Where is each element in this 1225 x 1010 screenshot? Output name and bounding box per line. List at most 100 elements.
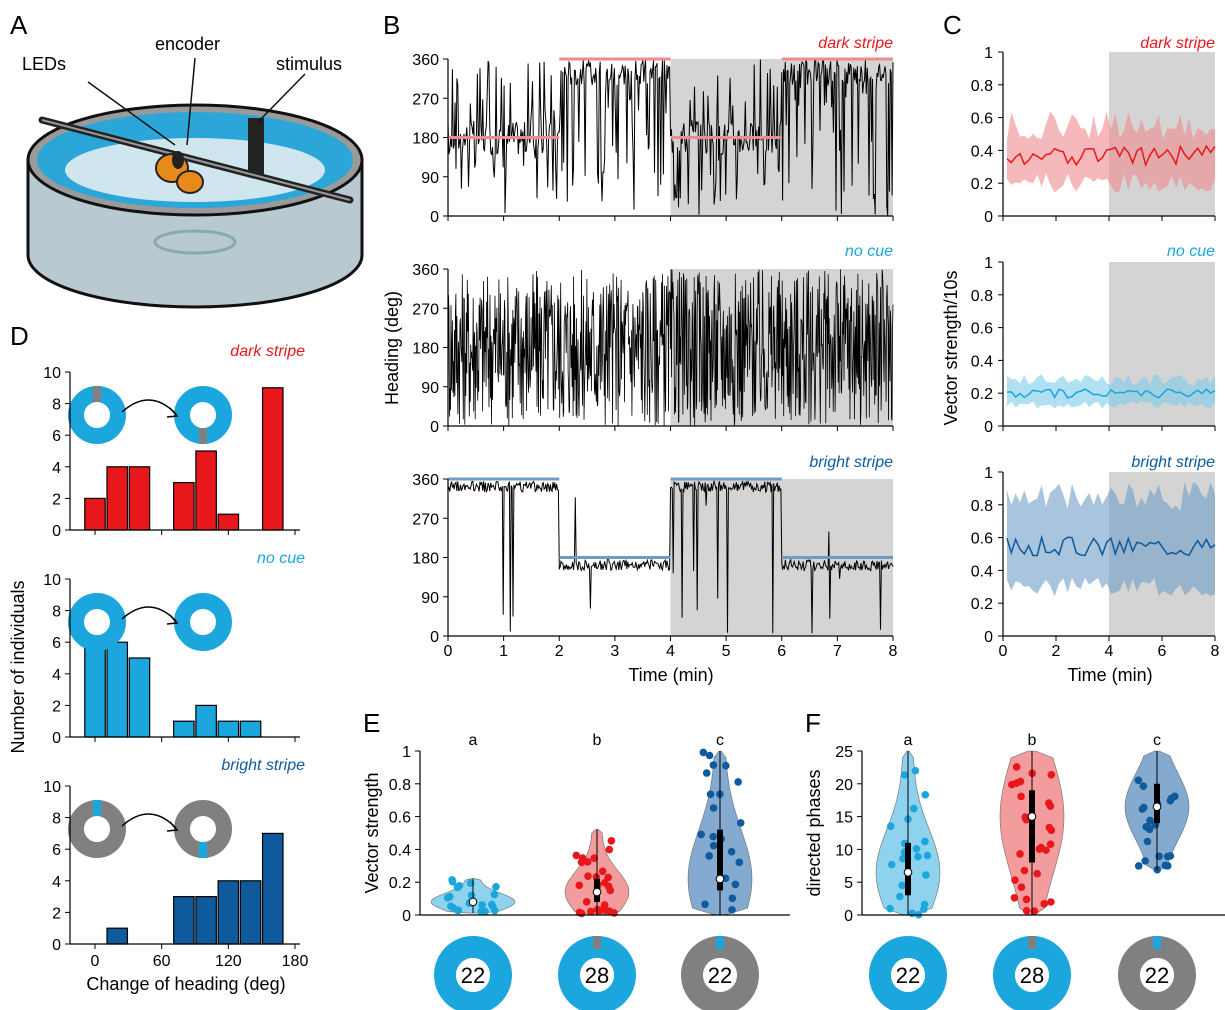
x-tick-label: 2 (555, 643, 564, 660)
histogram-bar (173, 895, 195, 945)
ring-center (1015, 958, 1049, 992)
y-tick-label: 0.4 (389, 842, 411, 859)
data-point (908, 909, 916, 918)
data-point (923, 851, 932, 860)
stripe-marker-icon (199, 428, 207, 444)
mean-line (1006, 534, 1216, 557)
y-tick-label: 8 (52, 811, 61, 828)
data-point (582, 898, 591, 906)
stripe-marker-icon (1153, 936, 1161, 949)
x-tick-label: 60 (153, 953, 171, 970)
data-point (1134, 862, 1143, 870)
y-tick-label: 0 (984, 419, 993, 436)
sample-size: 22 (896, 963, 920, 988)
histogram-bar (239, 880, 262, 945)
y-tick-label: 4 (52, 874, 61, 891)
y-tick-label: 0 (844, 908, 853, 925)
data-point (886, 904, 894, 913)
histogram-bar (195, 704, 217, 738)
y-tick-label: 1 (984, 255, 993, 272)
y-tick-label: 1 (984, 45, 993, 62)
x-tick-label: 0 (444, 643, 453, 660)
y-tick-label: 0.2 (971, 176, 993, 193)
data-point (1143, 837, 1152, 846)
b-ylabel: Heading (deg) (382, 291, 402, 405)
d-xlabel: Change of heading (deg) (86, 974, 285, 994)
y-tick-label: 5 (844, 875, 853, 892)
data-point (921, 837, 929, 846)
data-point (1046, 802, 1055, 810)
data-point (1134, 776, 1143, 785)
data-point (1012, 779, 1021, 788)
panel-f-violin: a 22 b 28 c 22 0 5 10 15 20 25 (835, 732, 1225, 1010)
data-point (914, 852, 922, 861)
panel-c-vector-strength: 0 0.2 0.4 0.6 0.8 1 0 0.2 0.4 0.6 0.8 1 0 0.2 0.4 0.6 0.… (971, 45, 1220, 660)
data-point (572, 851, 581, 860)
data-point (920, 900, 929, 909)
data-point (736, 819, 745, 827)
y-tick-label: 90 (421, 170, 439, 187)
data-point (728, 894, 737, 903)
heading-trace (447, 479, 894, 634)
y-tick-label: 360 (412, 472, 439, 489)
data-point (1022, 895, 1031, 904)
data-point (1011, 876, 1019, 884)
y-tick-label: 0.6 (971, 531, 993, 548)
histogram-bar (195, 450, 217, 531)
data-point (1163, 852, 1172, 861)
data-point (735, 858, 744, 867)
histogram-bar (106, 466, 129, 531)
y-tick-label: 0 (52, 937, 61, 954)
data-point (1155, 852, 1163, 861)
c-cond-nocue: no cue (1167, 243, 1215, 260)
panel-label-c: C (943, 10, 962, 40)
x-tick-label: 0 (91, 953, 100, 970)
x-tick-label: 8 (889, 643, 898, 660)
y-tick-label: 180 (412, 341, 439, 358)
data-point (1020, 866, 1029, 875)
data-point (709, 841, 718, 850)
data-point (477, 907, 485, 916)
data-point (478, 901, 486, 909)
median-marker (1027, 812, 1037, 821)
data-point (598, 867, 607, 876)
histogram-bar (106, 641, 129, 738)
data-point (899, 854, 907, 863)
y-tick-label: 1 (402, 744, 411, 761)
histogram-bar (261, 387, 284, 531)
data-point (453, 906, 462, 915)
panel-label-d: D (10, 321, 29, 351)
y-tick-label: 10 (43, 779, 61, 796)
data-point (1022, 906, 1031, 915)
data-point (1012, 763, 1021, 771)
data-point (1010, 893, 1019, 902)
histogram-bar (84, 497, 106, 531)
data-point (728, 906, 736, 914)
y-tick-label: 0 (984, 629, 993, 646)
data-point (1037, 843, 1045, 852)
panel-label-b: B (383, 10, 400, 40)
y-tick-label: 0 (430, 419, 439, 436)
x-tick-label: 8 (1211, 643, 1220, 660)
median-marker (903, 868, 913, 877)
y-tick-label: 20 (835, 777, 853, 794)
data-point (1139, 803, 1148, 812)
y-tick-label: 0.8 (971, 498, 993, 515)
ring-center (1140, 958, 1174, 992)
median-marker (468, 897, 478, 907)
y-tick-label: 10 (43, 572, 61, 589)
data-point (578, 854, 587, 862)
arrow-icon (121, 399, 177, 415)
data-point (1163, 862, 1172, 870)
data-point (1141, 857, 1149, 865)
y-tick-label: 8 (52, 397, 61, 414)
x-tick-label: 2 (1052, 643, 1061, 660)
data-point (455, 882, 464, 890)
panel-d-histograms: 0 2 4 6 8 10 0 2 4 6 8 10 0 2 4 6 8 10 0 60 120 180 (43, 365, 308, 970)
panel-b-heading-traces: 0 90 180 270 360 0 90 180 270 360 0 90 180 270 360 0 1 2 3… (412, 52, 897, 660)
ring-center (580, 958, 614, 992)
significance-letter: b (593, 732, 602, 749)
histogram-bar (217, 720, 240, 738)
y-tick-label: 0.4 (971, 563, 993, 580)
mean-line (1006, 388, 1216, 399)
